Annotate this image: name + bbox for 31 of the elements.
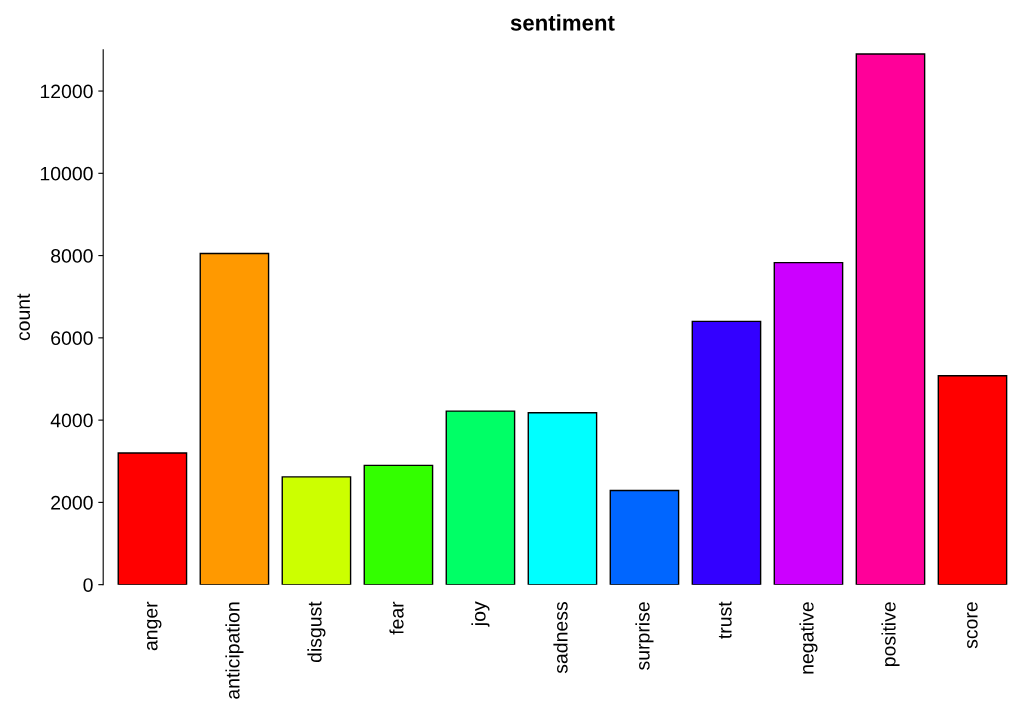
y-axis-title: count <box>17 293 31 341</box>
y-tick-label: 12000 <box>40 84 93 99</box>
bar <box>527 412 598 585</box>
y-tick-label: 2000 <box>51 495 93 510</box>
bar <box>281 476 352 585</box>
x-tick-label: trust <box>718 601 732 639</box>
bar <box>363 464 434 585</box>
x-tick-label: joy <box>471 601 490 627</box>
bar <box>445 410 516 585</box>
x-tick-label: anger <box>146 601 162 651</box>
y-tick-label: 8000 <box>51 249 93 263</box>
y-tick-label: 6000 <box>51 331 93 346</box>
bar <box>199 252 270 585</box>
y-tick-label: 10000 <box>40 166 93 181</box>
x-tick-label: positive <box>881 602 900 666</box>
y-tick-label: 0 <box>83 578 93 592</box>
bar <box>691 320 762 585</box>
bar <box>937 375 1008 585</box>
x-tick-label: surprise <box>635 602 654 670</box>
x-tick-label: disgust <box>307 601 326 663</box>
y-tick-label: 4000 <box>50 413 93 428</box>
chart-title: sentiment <box>510 14 615 31</box>
x-tick-label: score <box>967 602 978 649</box>
x-tick-label: fear <box>389 601 404 635</box>
bar <box>117 452 188 585</box>
bar <box>609 489 680 585</box>
x-tick-label: anticipation <box>225 602 244 699</box>
bar <box>773 261 844 585</box>
x-tick-label: negative <box>799 602 818 674</box>
x-tick-label: sadness <box>553 602 568 674</box>
bar <box>855 53 926 585</box>
